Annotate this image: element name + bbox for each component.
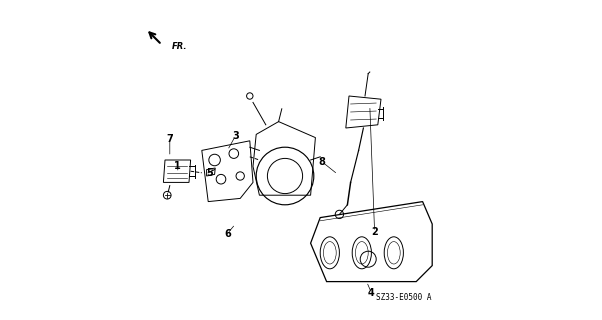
Text: 6: 6: [224, 228, 231, 239]
Text: SZ33-E0500 A: SZ33-E0500 A: [376, 293, 431, 302]
Text: 8: 8: [318, 156, 325, 167]
Text: FR.: FR.: [172, 42, 187, 51]
Text: 3: 3: [232, 131, 239, 141]
Text: 4: 4: [368, 288, 375, 298]
Text: 5: 5: [206, 168, 213, 178]
Text: 2: 2: [371, 227, 378, 237]
Text: 1: 1: [175, 161, 181, 172]
Text: 7: 7: [166, 134, 173, 144]
